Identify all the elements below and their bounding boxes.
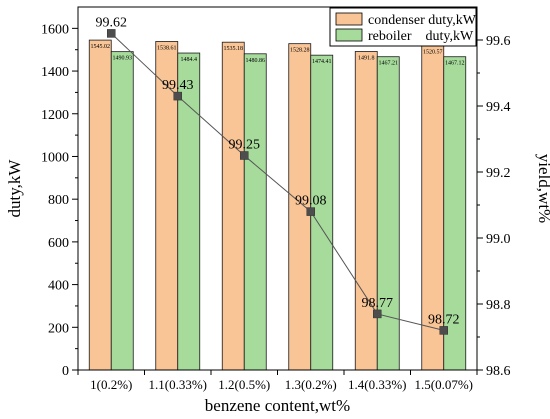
y2-tick-label-1: 98.8 bbox=[486, 298, 511, 313]
bar-label-condenser-5: 1520.57 bbox=[423, 49, 443, 55]
x-tick-label-4: 1.4(0.33%) bbox=[348, 377, 407, 392]
plot-frame bbox=[77, 6, 478, 371]
y2-tick-label-3: 99.2 bbox=[486, 166, 511, 181]
bar-condenser-4 bbox=[354, 51, 378, 371]
yield-line bbox=[110, 33, 444, 331]
x-tick-label-1: 1.1(0.33%) bbox=[149, 377, 208, 392]
bar-reboiler-4 bbox=[376, 56, 400, 371]
x-tick-label-0: 1(0.2%) bbox=[90, 377, 132, 392]
yield-marker-4 bbox=[373, 309, 382, 319]
yield-marker-3 bbox=[306, 207, 315, 216]
y-tick-label-1: 200 bbox=[48, 321, 69, 336]
x-tick-label-3: 1.3(0.2%) bbox=[285, 377, 337, 392]
yield-value-label-3: 99.08 bbox=[295, 194, 327, 209]
bar-condenser-0 bbox=[88, 39, 112, 371]
yield-line-layer: 99.62 99.43 99.25 99.08 98.77 98.72 bbox=[96, 15, 460, 335]
legend: condenser duty,kW reboiler duty,kW bbox=[329, 7, 477, 47]
bar-label-reboiler-0: 1490.93 bbox=[113, 56, 133, 62]
y2-axis-title: yield,wt% bbox=[535, 154, 550, 223]
axes-layer: 0 200 400 600 800 1000 1200 1400 1600 98.6 98.8 99.… bbox=[41, 6, 511, 392]
bar-label-condenser-2: 1535.18 bbox=[224, 46, 244, 52]
bar-label-reboiler-2: 1480.86 bbox=[246, 58, 266, 64]
y2-tick-label-4: 99.4 bbox=[486, 100, 511, 115]
y-tick-label-4: 800 bbox=[48, 193, 69, 208]
y2-tick-label-0: 98.6 bbox=[486, 364, 511, 379]
y2-tick-label-5: 99.6 bbox=[486, 34, 511, 49]
y-tick-label-0: 0 bbox=[62, 364, 69, 379]
y-tick-label-7: 1400 bbox=[41, 65, 69, 80]
bar-label-condenser-4: 1491.8 bbox=[358, 55, 375, 61]
y-tick-label-3: 600 bbox=[48, 236, 69, 251]
bar-reboiler-0 bbox=[110, 51, 134, 371]
y-tick-label-2: 400 bbox=[48, 279, 69, 294]
bar-label-condenser-1: 1538.61 bbox=[157, 45, 177, 51]
legend-swatch-condenser bbox=[335, 12, 363, 26]
yield-value-label-0: 99.62 bbox=[96, 15, 128, 30]
bar-condenser-2 bbox=[221, 41, 245, 371]
bar-label-reboiler-5: 1467.12 bbox=[445, 61, 465, 67]
bars-layer bbox=[88, 39, 467, 371]
bar-reboiler-1 bbox=[177, 52, 201, 371]
yield-value-label-4: 98.77 bbox=[362, 296, 394, 311]
bar-reboiler-2 bbox=[243, 53, 267, 371]
yield-marker-1 bbox=[173, 91, 182, 101]
bar-label-reboiler-1: 1484.4 bbox=[181, 57, 198, 63]
y-tick-label-5: 1000 bbox=[41, 150, 69, 165]
yield-value-label-5: 98.72 bbox=[428, 312, 460, 327]
y-axis-title: duty,kW bbox=[5, 159, 24, 218]
bar-label-condenser-3: 1528.28 bbox=[290, 48, 310, 54]
legend-label-condenser: condenser duty,kW bbox=[368, 13, 477, 28]
bar-label-reboiler-4: 1467.21 bbox=[379, 61, 399, 67]
yield-marker-0 bbox=[107, 29, 116, 38]
bar-label-condenser-0: 1545.02 bbox=[91, 44, 111, 50]
bar-label-reboiler-3: 1474.41 bbox=[312, 59, 332, 65]
legend-label-reboiler: reboiler duty,kW bbox=[368, 29, 474, 44]
yield-value-label-2: 99.25 bbox=[229, 138, 261, 153]
x-tick-label-2: 1.2(0.5%) bbox=[218, 377, 270, 392]
y-tick-label-8: 1600 bbox=[41, 22, 69, 37]
x-tick-label-5: 1.5(0.07%) bbox=[415, 377, 474, 392]
y-tick-label-6: 1200 bbox=[41, 108, 69, 123]
x-axis-title: benzene content,wt% bbox=[205, 396, 350, 415]
yield-marker-5 bbox=[439, 326, 448, 335]
y2-tick-label-2: 99.0 bbox=[486, 232, 511, 247]
yield-value-label-1: 99.43 bbox=[162, 78, 194, 93]
yield-marker-2 bbox=[240, 151, 249, 160]
legend-swatch-reboiler bbox=[335, 28, 363, 42]
